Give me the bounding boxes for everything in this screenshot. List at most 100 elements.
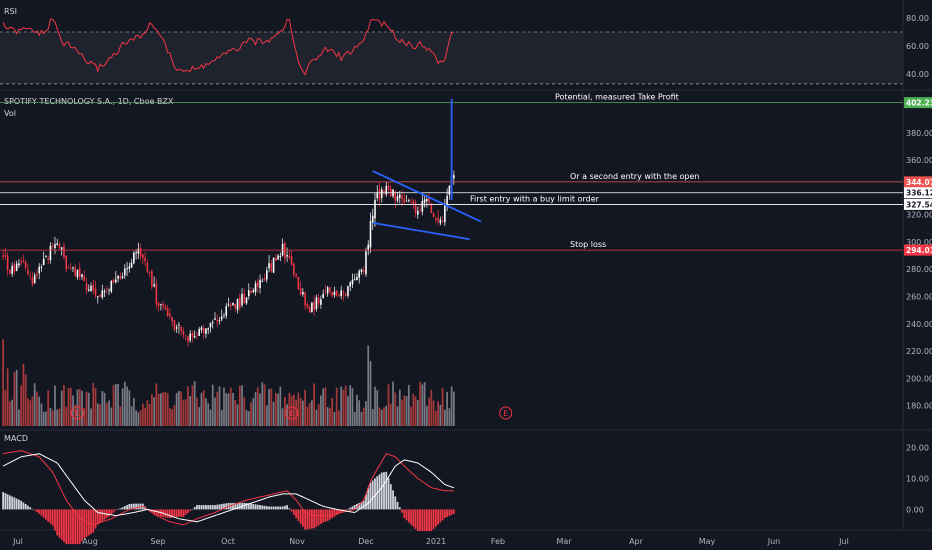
volume-bar — [410, 406, 412, 426]
candle-body — [193, 335, 196, 338]
volume-bar — [33, 383, 36, 426]
volume-bar — [353, 411, 356, 426]
level-tag-first-entry-low — [904, 198, 932, 210]
volume-bar — [389, 404, 392, 426]
volume-bar — [205, 398, 207, 426]
macd-histogram-bar — [238, 502, 241, 510]
macd-histogram-bar — [8, 495, 11, 510]
macd-histogram-bar — [292, 509, 295, 515]
macd-histogram-bar — [184, 509, 187, 516]
macd-histogram-bar — [159, 509, 162, 517]
macd-histogram-bar — [81, 509, 83, 542]
macd-histogram-bar — [315, 509, 318, 527]
candle-body — [302, 291, 304, 295]
candle-body — [184, 335, 187, 337]
macd-histogram-bar — [216, 504, 219, 510]
candle-body — [67, 267, 70, 269]
volume-bar — [441, 387, 444, 426]
volume-bar — [15, 369, 18, 426]
candle-body — [146, 262, 149, 272]
volume-bar — [153, 397, 155, 426]
volume-bar — [241, 385, 243, 426]
volume-bar — [302, 400, 304, 426]
candle-body — [220, 316, 223, 320]
volume-bar — [45, 411, 47, 426]
candle-body — [164, 306, 167, 310]
volume-bar — [414, 396, 417, 426]
candle-body — [293, 263, 295, 275]
macd-histogram-bar — [340, 509, 343, 513]
macd-histogram-bar — [450, 509, 453, 515]
macd-histogram-bar — [283, 505, 286, 510]
candle-body — [182, 330, 185, 335]
volume-bar — [405, 396, 408, 426]
candle-body — [207, 328, 210, 330]
macd-histogram-bar — [347, 508, 349, 510]
candle-body — [189, 333, 191, 341]
candle-body — [144, 257, 146, 262]
macd-histogram-bar — [121, 507, 124, 510]
candle-body — [297, 276, 300, 290]
volume-bar — [313, 383, 315, 426]
candle-body — [155, 283, 158, 305]
candle-body — [263, 278, 266, 281]
macd-histogram-bar — [72, 509, 74, 545]
candle-body — [414, 202, 417, 213]
volume-bar — [29, 400, 32, 426]
time-axis[interactable]: Jul Aug Sep Oct Nov Dec 2021 Feb Mar Apr May Jun Jul — [12, 537, 849, 546]
macd-histogram-bar — [90, 509, 92, 534]
macd-histogram-bar — [202, 505, 205, 510]
macd-histogram-bar — [135, 503, 137, 510]
candle-body — [405, 200, 408, 202]
volume-bar — [54, 385, 56, 426]
volume-bar — [315, 409, 318, 426]
volume-bar — [367, 345, 370, 426]
macd-histogram-bar — [277, 506, 279, 510]
volume-bar — [103, 392, 106, 426]
candle-body — [198, 329, 200, 336]
macd-histogram-bar — [103, 509, 106, 520]
rsi-tick-label: 80.00 — [906, 14, 929, 23]
time-axis-label: Jun — [767, 537, 781, 546]
candle-body — [421, 200, 424, 212]
pattern-flag-upper — [372, 170, 482, 223]
volume-bar — [11, 399, 13, 426]
macd-histogram-bar — [295, 509, 298, 519]
volume-bar — [142, 403, 144, 426]
level-tag-stop-loss — [904, 244, 932, 256]
candle-body — [383, 190, 385, 193]
macd-histogram-bar — [252, 504, 255, 510]
macd-histogram-bar — [85, 509, 88, 537]
macd-histogram-bar — [254, 504, 257, 510]
candle-body — [160, 304, 162, 305]
volume-bar — [96, 403, 99, 426]
candle-body — [435, 218, 437, 220]
volume-bar — [180, 391, 183, 426]
volume-bar — [160, 393, 162, 426]
volume-bar — [274, 393, 277, 426]
candle-body — [417, 210, 419, 215]
macd-tick-label: 0.00 — [906, 505, 924, 514]
macd-histogram-bar — [394, 496, 397, 510]
volume-bar — [434, 410, 437, 426]
volume-bar — [358, 400, 361, 426]
candle-body — [232, 302, 234, 306]
macd-histogram-bar — [358, 502, 361, 510]
candle-body — [76, 269, 79, 278]
candle-body — [85, 283, 88, 291]
volume-bar — [247, 411, 250, 426]
macd-histogram-bar — [63, 509, 65, 542]
candle-body — [247, 290, 250, 297]
volume-bar — [342, 389, 345, 426]
macd-histogram-bar — [353, 505, 356, 510]
volume-bar — [139, 410, 142, 426]
macd-histogram-bar — [268, 506, 270, 510]
candle-body — [453, 175, 455, 179]
candle-body — [432, 212, 435, 217]
volume-bar — [9, 401, 11, 426]
chart-title: SPOTIFY TECHNOLOGY S.A., 1D, Cboe BZX — [4, 97, 174, 106]
volume-bar — [263, 384, 266, 426]
candle-body — [78, 268, 81, 278]
